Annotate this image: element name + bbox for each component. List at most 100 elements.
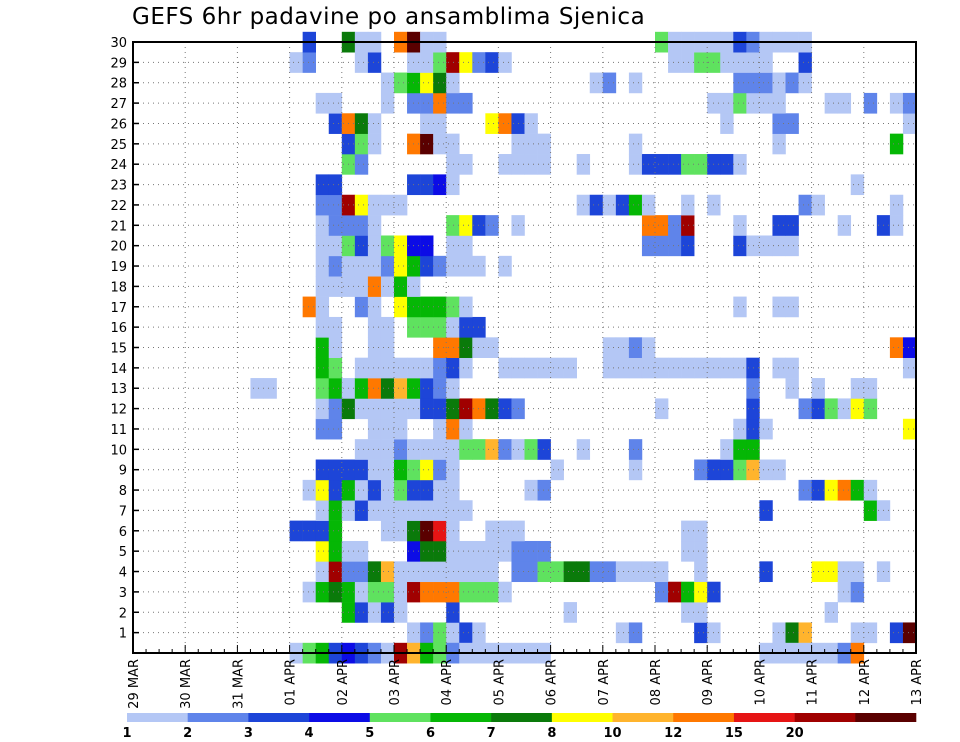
- heat-cell: [394, 194, 408, 216]
- heat-cell: [354, 479, 369, 501]
- y-tick-label: 25: [110, 138, 127, 153]
- heat-cell: [850, 622, 865, 644]
- heat-cell: [694, 581, 708, 603]
- heat-cell: [772, 357, 786, 379]
- heat-cell: [759, 459, 773, 481]
- heat-cell: [433, 622, 447, 644]
- heat-cell: [380, 316, 395, 338]
- heat-cell: [328, 337, 343, 358]
- heat-cell: [459, 316, 473, 338]
- heat-cell: [354, 581, 369, 603]
- heat-cell: [615, 357, 630, 379]
- heat-cell: [589, 561, 604, 583]
- x-tick-label: 11 APR: [806, 659, 821, 705]
- heat-cell: [433, 133, 447, 155]
- heat-cell: [315, 357, 330, 379]
- y-tick-label: 4: [119, 566, 127, 581]
- heat-cell: [759, 418, 773, 440]
- heat-cell: [524, 561, 538, 583]
- y-tick-label: 18: [110, 280, 127, 295]
- y-tick-label: 20: [110, 240, 127, 255]
- heat-cell: [394, 500, 408, 521]
- heat-cell: [459, 337, 473, 358]
- heat-cell: [354, 133, 369, 155]
- heat-cell: [863, 378, 878, 399]
- heat-cell: [550, 357, 564, 379]
- heat-cell: [733, 459, 747, 481]
- colorbar-label: 4: [305, 726, 314, 741]
- colorbar-label: 12: [664, 726, 682, 741]
- y-tick-label: 22: [110, 199, 127, 214]
- heat-cell: [485, 561, 499, 583]
- heat-cell: [498, 255, 512, 277]
- heat-cell: [302, 479, 316, 501]
- colorbar-label: 6: [426, 726, 435, 741]
- heat-cell: [380, 500, 395, 521]
- heat-cell: [485, 581, 499, 603]
- heat-cell: [433, 113, 447, 134]
- colorbar-label: 10: [603, 726, 621, 741]
- y-tick-label: 13: [110, 382, 127, 397]
- heat-cell: [824, 561, 838, 583]
- heat-cell: [354, 561, 369, 583]
- heat-cell: [420, 398, 434, 420]
- heat-cell: [498, 52, 512, 73]
- heat-cell: [420, 52, 434, 73]
- heat-cell: [367, 133, 382, 155]
- heat-cell: [380, 255, 395, 277]
- heat-cell: [720, 154, 734, 175]
- heat-cell: [589, 194, 604, 216]
- heat-cell: [315, 520, 330, 542]
- heat-cell: [380, 92, 395, 114]
- heat-cell: [446, 215, 460, 236]
- heat-cell: [433, 540, 447, 562]
- heat-cell: [694, 154, 708, 175]
- heat-cell: [459, 154, 473, 175]
- heat-cell: [328, 540, 343, 562]
- heat-cell: [367, 479, 382, 501]
- heat-cell: [315, 459, 330, 481]
- heat-cell: [537, 133, 551, 155]
- x-tick-label: 12 APR: [858, 659, 873, 705]
- heat-cell: [433, 500, 447, 521]
- heat-cell: [380, 520, 395, 542]
- heat-cell: [367, 52, 382, 73]
- heat-cell: [354, 500, 369, 521]
- colorbar-swatch: [248, 713, 310, 722]
- y-tick-label: 17: [110, 301, 127, 316]
- heat-cell: [380, 561, 395, 583]
- heat-cell: [733, 235, 747, 257]
- heat-cell: [446, 337, 460, 358]
- heat-cell: [785, 622, 799, 644]
- heat-cell: [433, 561, 447, 583]
- heat-cell: [850, 581, 865, 603]
- heat-cell: [446, 439, 460, 460]
- heat-cell: [550, 459, 564, 481]
- heat-cell: [420, 520, 434, 542]
- heat-cell: [420, 316, 434, 338]
- heat-cell: [628, 154, 643, 175]
- heat-cell: [733, 439, 747, 460]
- heat-cell: [315, 194, 330, 216]
- heat-cell: [302, 296, 316, 318]
- heat-cell: [380, 357, 395, 379]
- heat-cell: [733, 72, 747, 94]
- heat-cell: [628, 561, 643, 583]
- heat-cell: [420, 622, 434, 644]
- y-tick-label: 21: [110, 219, 127, 234]
- heat-cell: [824, 92, 838, 114]
- heat-cell: [380, 72, 395, 94]
- heat-cell: [902, 92, 917, 114]
- heat-cell: [354, 52, 369, 73]
- heat-cell: [420, 378, 434, 399]
- heat-cell: [824, 479, 838, 501]
- colorbar-label: 20: [786, 726, 804, 741]
- x-tick-label: 02 APR: [336, 659, 351, 705]
- heat-cell: [720, 52, 734, 73]
- y-tick-label: 11: [110, 423, 127, 438]
- heat-cell: [785, 296, 799, 318]
- x-tick-label: 04 APR: [440, 659, 455, 705]
- heat-cell: [367, 439, 382, 460]
- heat-cell: [498, 398, 512, 420]
- heat-cell: [589, 72, 604, 94]
